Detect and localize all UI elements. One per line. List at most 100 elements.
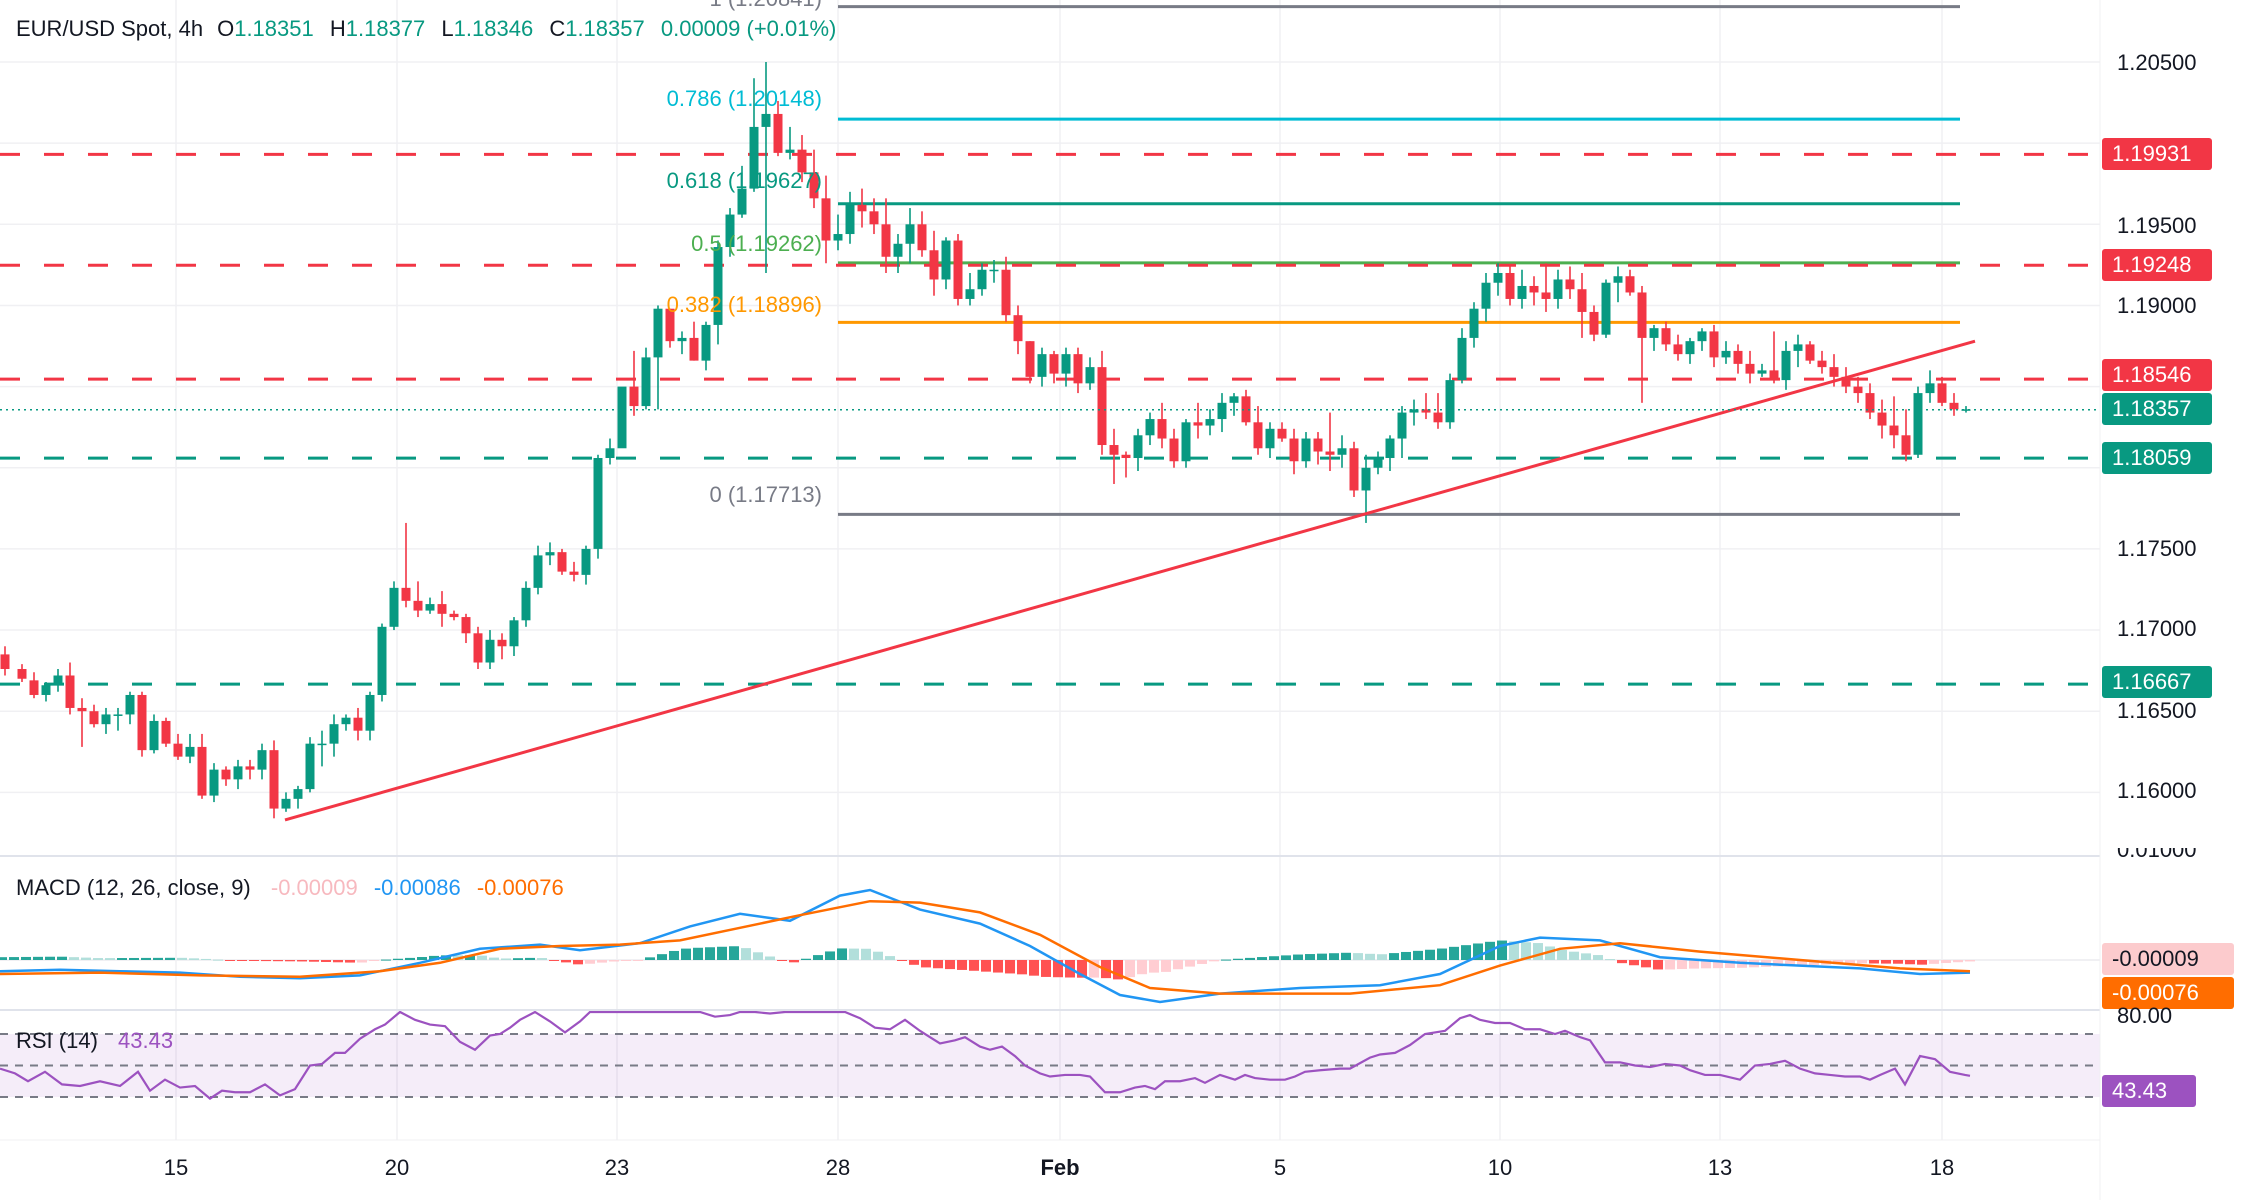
candle-body xyxy=(389,587,399,627)
fib-label-0618: 0.618 (1.19627) xyxy=(666,168,822,193)
ascending-trendline[interactable] xyxy=(284,339,1976,822)
macd-histogram-bar xyxy=(405,957,415,960)
macd-histogram-bar xyxy=(1377,954,1387,960)
candle-body xyxy=(1901,435,1911,455)
macd-histogram-bar xyxy=(525,957,535,960)
level-tag-119931[interactable]: 1.19931 xyxy=(2102,138,2212,170)
candle-body xyxy=(977,269,987,290)
change-value: 0.00009 (+0.01%) xyxy=(660,16,837,41)
macd-histogram-bar xyxy=(153,957,163,960)
candle-body xyxy=(281,798,291,809)
candle-body xyxy=(1745,363,1755,374)
macd-histogram-bar xyxy=(21,956,31,960)
macd-histogram-bar xyxy=(57,956,67,960)
rsi-title[interactable]: RSI (14) xyxy=(16,1028,98,1053)
macd-pane xyxy=(0,888,2100,1004)
candle-body xyxy=(869,211,879,225)
macd-histogram-bar xyxy=(1581,953,1591,960)
candle-body xyxy=(329,724,339,744)
macd-histogram-bar xyxy=(921,960,931,968)
macd-histogram-bar xyxy=(69,957,79,960)
time-tick-label: 18 xyxy=(1929,1155,1955,1180)
candle-body xyxy=(1529,285,1539,293)
macd-histogram-bar xyxy=(609,960,619,962)
symbol-title[interactable]: EUR/USD Spot, 4h xyxy=(16,16,204,41)
candle-body xyxy=(929,250,939,280)
candle-body xyxy=(1553,279,1563,299)
macd-histogram-bar xyxy=(1353,953,1363,960)
candle-body xyxy=(269,750,279,809)
candle-body xyxy=(1589,311,1599,335)
macd-histogram-bar xyxy=(1725,960,1735,968)
candle-body xyxy=(641,357,651,407)
macd-histogram-bar xyxy=(801,958,811,960)
macd-histogram-bar xyxy=(837,948,847,960)
macd-line-value: -0.00086 xyxy=(373,875,461,900)
macd-histogram-bar xyxy=(633,960,643,961)
macd-histogram-bar xyxy=(1917,960,1927,965)
macd-histogram-bar xyxy=(381,959,391,961)
macd-histogram-bar xyxy=(1221,959,1231,961)
candle-body xyxy=(1277,428,1287,439)
macd-histogram-bar xyxy=(1545,946,1555,960)
candle-body xyxy=(113,714,123,716)
close-value: 1.18357 xyxy=(565,16,645,41)
candle-body xyxy=(341,717,351,725)
candle-body xyxy=(413,600,423,611)
macd-histogram-bar xyxy=(993,960,1003,973)
macd-histogram-bar xyxy=(141,957,151,960)
time-tick-label: 20 xyxy=(384,1155,410,1180)
macd-histogram-bar xyxy=(1605,959,1615,961)
time-tick-label: Feb xyxy=(1040,1155,1080,1180)
level-tag-118059[interactable]: 1.18059 xyxy=(2102,442,2212,474)
candle-body xyxy=(1649,328,1659,338)
macd-histogram-bar xyxy=(849,948,859,960)
candle-body xyxy=(713,247,723,325)
candle-body xyxy=(1877,412,1887,426)
macd-histogram-bar xyxy=(81,957,91,960)
level-tag-116667[interactable]: 1.16667 xyxy=(2102,666,2212,698)
macd-histogram-bar xyxy=(0,957,7,960)
candle-body xyxy=(965,289,975,299)
macd-histogram-bar xyxy=(1257,957,1267,960)
fibonacci-retracement[interactable] xyxy=(838,5,1960,516)
candle-body xyxy=(677,337,687,342)
candle-body xyxy=(797,149,807,173)
candle-body xyxy=(857,204,867,212)
macd-histogram-bar xyxy=(1929,960,1939,964)
candle-body xyxy=(1637,292,1647,338)
macd-histogram-bar xyxy=(1209,960,1219,962)
candle-body xyxy=(1025,341,1035,377)
macd-histogram-bar xyxy=(1773,960,1783,967)
macd-histogram-bar xyxy=(333,960,343,963)
price-tick: 1.19500 xyxy=(2117,213,2197,238)
candle-body xyxy=(365,694,375,731)
candle-body xyxy=(761,113,771,127)
macd-histogram-bar xyxy=(1845,960,1855,964)
macd-histogram-bar xyxy=(1461,945,1471,960)
candle-body xyxy=(377,626,387,695)
macd-histogram-bar xyxy=(573,960,583,965)
macd-histogram-bar xyxy=(1665,960,1675,970)
macd-histogram-bar xyxy=(885,956,895,960)
macd-title[interactable]: MACD (12, 26, close, 9) xyxy=(16,875,251,900)
level-tag-118546[interactable]: 1.18546 xyxy=(2102,359,2212,391)
macd-histogram-bar xyxy=(345,960,355,963)
macd-histogram-bar xyxy=(489,957,499,960)
candle-body xyxy=(497,639,507,647)
macd-histogram-bar xyxy=(285,960,295,962)
macd-histogram-bar xyxy=(1125,960,1135,978)
candle-body xyxy=(1565,279,1575,290)
macd-histogram-bar xyxy=(717,946,727,960)
close-label: C xyxy=(549,16,566,41)
macd-histogram-bar xyxy=(741,948,751,960)
level-tag-119248[interactable]: 1.19248 xyxy=(2102,249,2212,281)
macd-histogram-bar xyxy=(1473,943,1483,960)
candle-body xyxy=(821,198,831,241)
price-tick: 1.20500 xyxy=(2117,50,2197,75)
macd-signal-value: -0.00076 xyxy=(476,875,564,900)
fib-label-0382: 0.382 (1.18896) xyxy=(666,292,822,317)
candle-body xyxy=(1109,445,1119,455)
macd-histogram-bar xyxy=(1293,954,1303,960)
